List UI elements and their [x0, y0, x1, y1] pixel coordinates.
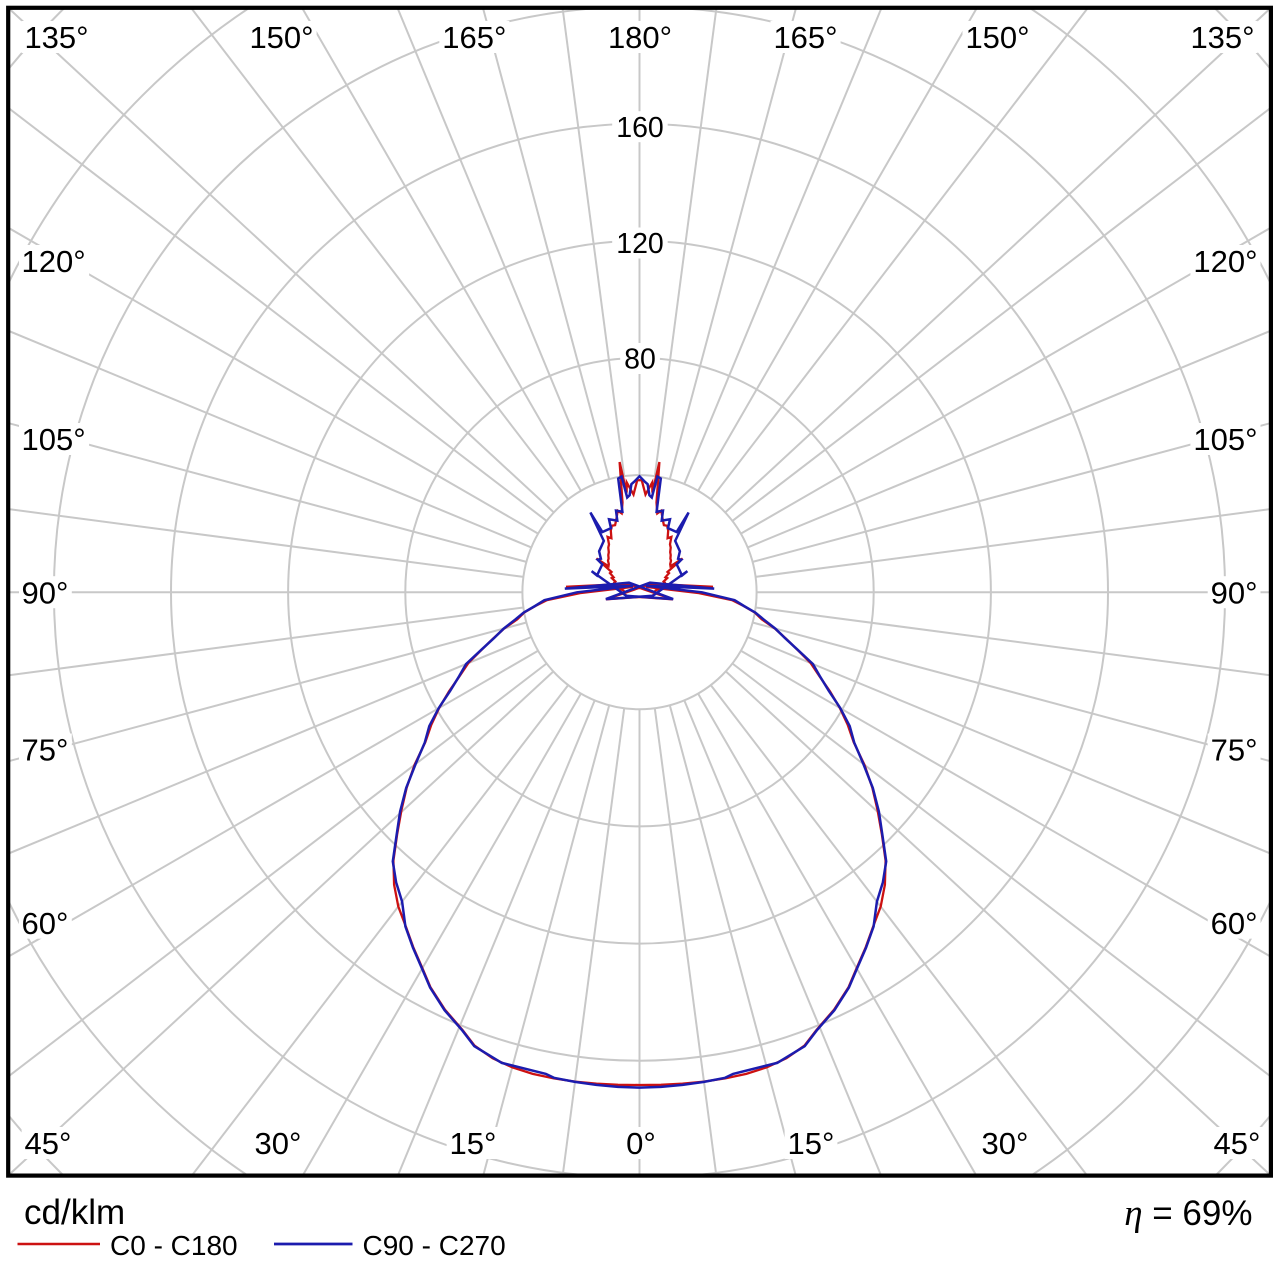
svg-text:105°: 105° — [1193, 422, 1257, 457]
svg-text:30°: 30° — [982, 1126, 1029, 1161]
svg-text:165°: 165° — [773, 20, 837, 55]
svg-text:15°: 15° — [450, 1126, 497, 1161]
svg-text:60°: 60° — [22, 906, 69, 941]
svg-text:60°: 60° — [1211, 906, 1258, 941]
svg-text:45°: 45° — [1214, 1126, 1261, 1161]
svg-text:15°: 15° — [788, 1126, 835, 1161]
svg-text:105°: 105° — [22, 422, 86, 457]
svg-text:135°: 135° — [24, 20, 88, 55]
svg-text:150°: 150° — [249, 20, 313, 55]
svg-text:150°: 150° — [965, 20, 1029, 55]
svg-text:C0 - C180: C0 - C180 — [110, 1230, 238, 1261]
svg-text:160: 160 — [616, 112, 664, 144]
svg-text:80: 80 — [624, 344, 656, 376]
svg-text:90°: 90° — [1211, 575, 1258, 610]
svg-text:120°: 120° — [22, 244, 86, 279]
svg-text:0°: 0° — [626, 1126, 656, 1161]
svg-text:45°: 45° — [25, 1126, 72, 1161]
svg-text:cd/klm: cd/klm — [24, 1193, 125, 1232]
svg-text:120: 120 — [616, 228, 664, 260]
svg-text:180°: 180° — [608, 20, 672, 55]
svg-text:165°: 165° — [442, 20, 506, 55]
svg-text:η = 69%: η = 69% — [1124, 1193, 1252, 1234]
svg-text:90°: 90° — [22, 575, 69, 610]
svg-text:120°: 120° — [1193, 244, 1257, 279]
svg-text:75°: 75° — [1211, 733, 1258, 768]
svg-text:C90 - C270: C90 - C270 — [363, 1230, 506, 1261]
svg-text:30°: 30° — [255, 1126, 302, 1161]
svg-text:135°: 135° — [1190, 20, 1254, 55]
svg-text:75°: 75° — [22, 733, 69, 768]
